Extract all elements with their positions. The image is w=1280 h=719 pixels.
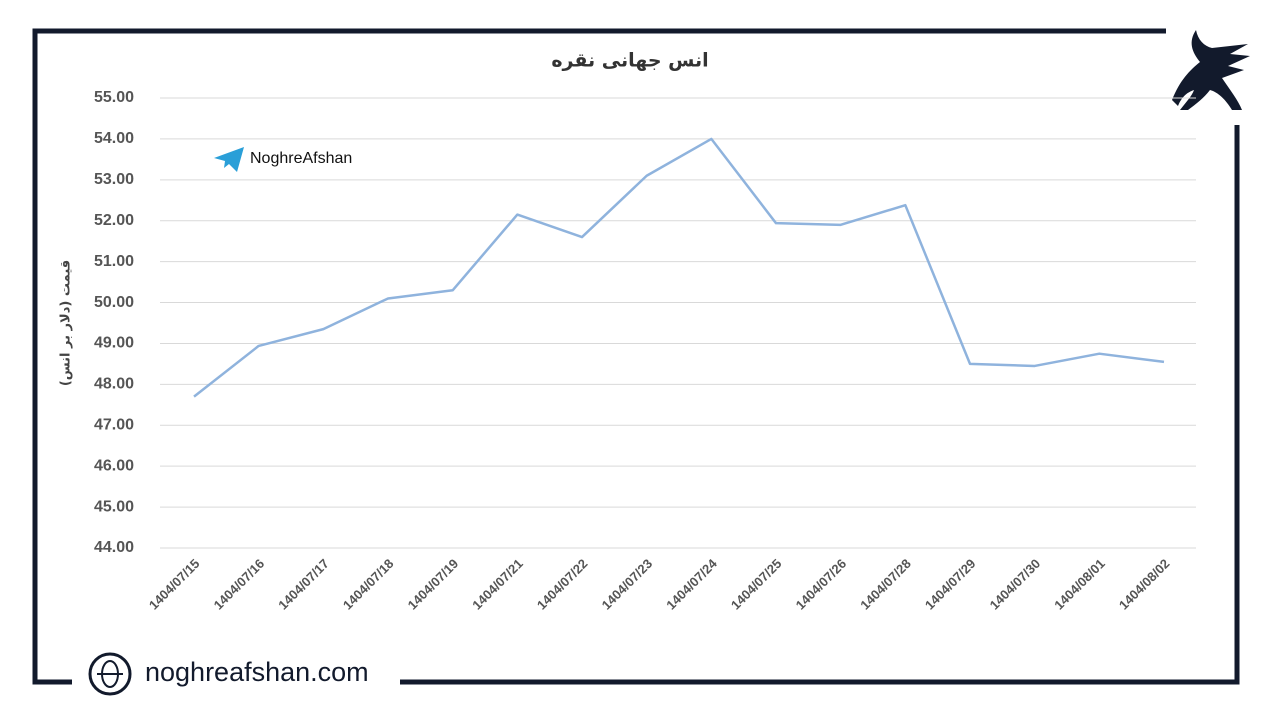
footer: noghreafshan.com: [88, 652, 369, 696]
logo: [1172, 30, 1250, 110]
y-tick-label: 48.00: [94, 376, 134, 393]
y-axis-label: قیمت (دلار بر انس): [59, 260, 74, 386]
globe-icon: [88, 652, 132, 696]
frame: [32, 28, 1240, 685]
chart-title: انس جهانی نقره: [551, 50, 708, 72]
y-tick-label: 51.00: [94, 253, 134, 270]
x-tick-label: 1404/07/24: [663, 555, 720, 612]
y-tick-label: 47.00: [94, 416, 134, 433]
x-tick-label: 1404/07/28: [857, 556, 914, 613]
telegram-handle: NoghreAfshan: [250, 150, 352, 167]
x-tick-label: 1404/07/21: [469, 556, 526, 613]
website: noghreafshan.com: [145, 657, 369, 687]
x-tick-label: 1404/08/01: [1051, 556, 1108, 613]
x-tick-label: 1404/07/30: [987, 556, 1044, 613]
y-tick-label: 53.00: [94, 171, 134, 188]
y-tick-label: 45.00: [94, 498, 134, 515]
x-tick-label: 1404/07/25: [728, 556, 785, 613]
telegram-badge: NoghreAfshan: [214, 147, 352, 172]
y-tick-label: 44.00: [94, 539, 134, 556]
y-tick-label: 49.00: [94, 335, 134, 352]
x-tick-label: 1404/07/15: [146, 556, 203, 613]
x-tick-label: 1404/07/23: [599, 556, 656, 613]
y-tick-label: 55.00: [94, 89, 134, 106]
x-tick-label: 1404/07/26: [793, 556, 850, 613]
x-tick-label: 1404/07/18: [340, 556, 397, 613]
telegram-icon: [214, 147, 244, 172]
y-tick-label: 50.00: [94, 294, 134, 311]
x-tick-label: 1404/07/29: [922, 556, 979, 613]
x-tick-label: 1404/07/22: [534, 556, 591, 613]
x-tick-label: 1404/07/17: [275, 556, 332, 613]
y-tick-label: 54.00: [94, 130, 134, 147]
y-tick-label: 46.00: [94, 457, 134, 474]
x-tick-label: 1404/07/16: [211, 556, 268, 613]
x-tick-label: 1404/08/02: [1116, 556, 1173, 613]
y-tick-label: 52.00: [94, 212, 134, 229]
data-line: [193, 137, 1165, 398]
x-tick-label: 1404/07/19: [405, 556, 462, 613]
